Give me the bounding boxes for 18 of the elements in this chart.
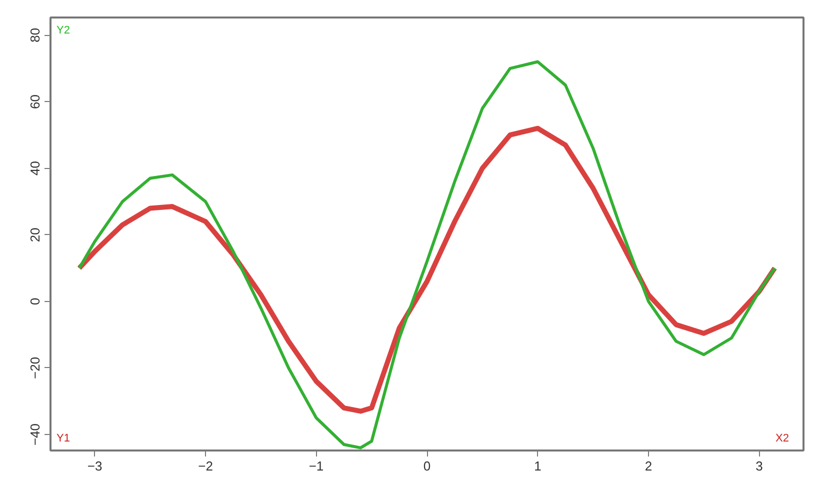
x-tick-label: −1 xyxy=(308,458,324,474)
line-series xyxy=(78,60,776,450)
y-tick-label: −40 xyxy=(28,423,42,446)
y-tick-label: 20 xyxy=(28,228,42,242)
x-tick-label: 0 xyxy=(423,458,431,474)
annotation: Y1 xyxy=(56,432,70,444)
y-tick-label: 0 xyxy=(28,298,42,306)
y-tick-label: 40 xyxy=(28,161,42,176)
y-tick-label: −20 xyxy=(28,356,42,379)
x-tick-label: −2 xyxy=(198,458,213,474)
y-tick-label: 80 xyxy=(28,28,42,42)
x-tick-label: 1 xyxy=(534,458,542,474)
x-tick-label: 3 xyxy=(756,458,763,474)
x-tick-label: 2 xyxy=(644,458,652,474)
annotation: Y2 xyxy=(56,24,70,36)
y-tick-label: 60 xyxy=(28,94,42,109)
annotation: X2 xyxy=(776,432,789,444)
x-tick-label: −3 xyxy=(87,458,102,474)
